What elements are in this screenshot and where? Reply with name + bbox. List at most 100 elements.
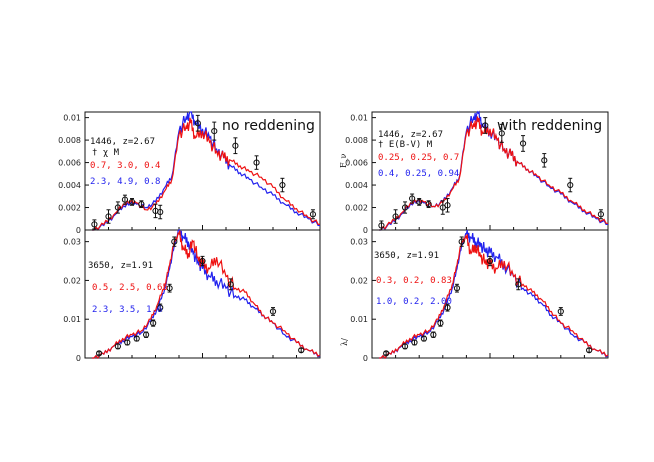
plot-frame bbox=[84, 229, 321, 359]
annot-blue-params: 0.4, 0.25, 0.94 bbox=[378, 169, 459, 179]
y-tick-label: 0.02 bbox=[63, 276, 81, 285]
data-point bbox=[128, 198, 136, 206]
data-point bbox=[253, 159, 260, 166]
data-point bbox=[557, 308, 564, 315]
data-point bbox=[498, 130, 505, 137]
data-point bbox=[227, 281, 234, 288]
y-axis-label: λ/ bbox=[340, 338, 349, 346]
y-tick-label: 0.03 bbox=[350, 238, 368, 247]
data-point bbox=[133, 335, 140, 342]
data-point bbox=[124, 339, 131, 346]
data-point bbox=[166, 285, 173, 292]
annot-red-params: 0.3, 0.2, 0.83 bbox=[376, 276, 452, 286]
data-point bbox=[171, 238, 178, 245]
red-model-line bbox=[379, 234, 609, 359]
data-point bbox=[392, 213, 399, 220]
data-point bbox=[430, 331, 437, 338]
data-point bbox=[401, 343, 409, 350]
panel-bottom-right: 0 0.01 0.02 0.03 3650, z=1.91 0.3, 0.2, 0.8… bbox=[340, 229, 609, 363]
panel-bottom-left: 0 0.01 0.02 0.03 3650, z=1.91 0.5, 2.5, 0.6… bbox=[63, 229, 321, 363]
data-point bbox=[401, 204, 409, 211]
data-point bbox=[416, 198, 423, 206]
data-point bbox=[279, 181, 286, 189]
data-point bbox=[91, 221, 98, 228]
data-point bbox=[309, 211, 317, 218]
panel-top-right: 0 0.002 0.004 0.006 0.008 0.01 with reddening… bbox=[339, 110, 609, 235]
data-point bbox=[121, 196, 129, 203]
data-point bbox=[199, 257, 206, 265]
annot-blue-params: 2.3, 3.5, 1.6 bbox=[92, 305, 162, 315]
blue-model-line bbox=[92, 229, 321, 359]
panel-top-left: 0 0.002 0.004 0.006 0.008 0.01 no reddening 1… bbox=[58, 111, 321, 235]
y-tick-label: 0.002 bbox=[345, 204, 368, 213]
y-tick-label: 0.006 bbox=[345, 159, 368, 168]
data-point bbox=[519, 140, 527, 147]
red-model-line bbox=[92, 117, 321, 231]
data-point bbox=[482, 122, 489, 129]
data-point bbox=[105, 213, 112, 220]
y-tick-label: 0.01 bbox=[350, 315, 368, 324]
y-tick-label: 0 bbox=[363, 354, 368, 363]
data-point bbox=[114, 204, 122, 211]
data-point bbox=[437, 319, 444, 327]
y-tick-label: 0.01 bbox=[350, 114, 368, 123]
annot-param-header: † E(B-V) M bbox=[378, 140, 433, 150]
data-point bbox=[458, 238, 465, 245]
data-point bbox=[411, 339, 418, 346]
y-tick-label: 0.004 bbox=[58, 181, 81, 190]
data-point bbox=[150, 319, 157, 327]
y-tick-label: 0.03 bbox=[63, 238, 81, 247]
red-model-line bbox=[92, 230, 321, 359]
blue-model-line bbox=[379, 229, 609, 359]
data-point bbox=[453, 285, 461, 292]
data-point bbox=[138, 201, 145, 208]
data-point bbox=[567, 181, 574, 189]
data-point bbox=[420, 335, 428, 342]
y-tick-label: 0 bbox=[76, 226, 81, 235]
data-point bbox=[157, 208, 164, 216]
data-point bbox=[541, 157, 548, 164]
y-tick-label: 0.004 bbox=[345, 181, 368, 190]
data-point bbox=[232, 142, 239, 149]
y-tick-label: 0.008 bbox=[58, 136, 81, 145]
y-tick-label: 0 bbox=[363, 226, 368, 235]
y-tick-label: 0.01 bbox=[63, 114, 81, 123]
data-point bbox=[269, 308, 277, 315]
annot-red-params: 0.7, 3.0, 0.4 bbox=[90, 161, 160, 171]
data-point bbox=[298, 347, 305, 354]
data-point bbox=[486, 257, 494, 265]
data-point bbox=[597, 211, 605, 218]
annot-red-params: 0.25, 0.25, 0.7 bbox=[378, 153, 459, 163]
annot-red-params: 0.5, 2.5, 0.65 bbox=[92, 283, 168, 293]
red-model-line bbox=[379, 116, 608, 231]
data-point bbox=[211, 128, 218, 135]
annot-param-header: † χ M bbox=[92, 148, 120, 158]
data-point bbox=[114, 343, 122, 350]
annot-blue-params: 2.3, 4.9, 0.8 bbox=[90, 177, 160, 187]
data-point bbox=[143, 331, 150, 338]
y-tick-label: 0 bbox=[76, 354, 81, 363]
data-point bbox=[378, 222, 385, 229]
annot-object-id: 1446, z=2.67 bbox=[378, 130, 443, 140]
y-axis-label: F_ν bbox=[339, 153, 348, 168]
annot-object-id: 3650, z=1.91 bbox=[374, 251, 439, 261]
data-point bbox=[586, 347, 593, 354]
y-tick-label: 0.002 bbox=[58, 204, 81, 213]
y-tick-label: 0.006 bbox=[58, 159, 81, 168]
data-point bbox=[383, 350, 390, 357]
data-point bbox=[157, 304, 164, 311]
y-tick-label: 0.008 bbox=[345, 136, 368, 145]
label-no-reddening: no reddening bbox=[222, 118, 315, 134]
y-tick-label: 0.01 bbox=[63, 315, 81, 324]
data-point bbox=[425, 201, 432, 208]
data-point bbox=[444, 202, 451, 209]
y-tick-label: 0.02 bbox=[350, 276, 368, 285]
data-point bbox=[194, 120, 201, 127]
data-point bbox=[96, 350, 103, 357]
annot-blue-params: 1.0, 0.2, 2.00 bbox=[376, 297, 452, 307]
label-with-reddening: with reddening bbox=[497, 118, 602, 134]
annot-object-id: 3650, z=1.91 bbox=[88, 261, 153, 271]
annot-object-id: 1446, z=2.67 bbox=[90, 137, 155, 147]
data-point bbox=[409, 195, 416, 202]
